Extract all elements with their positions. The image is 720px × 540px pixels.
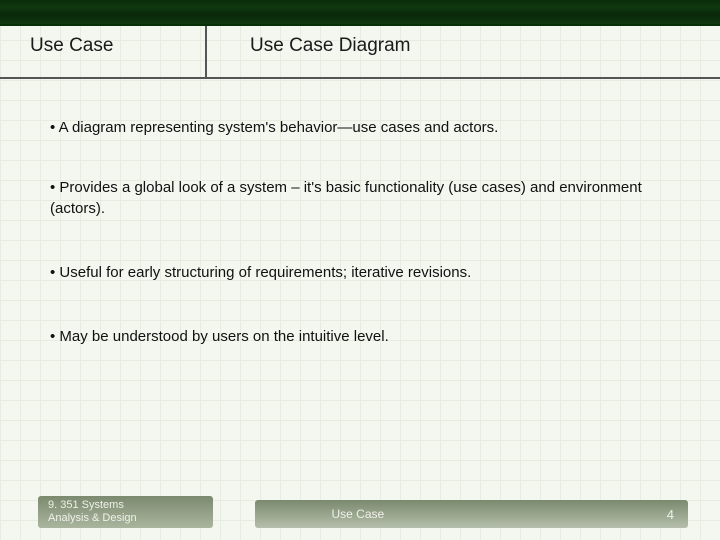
bullet-text: A diagram representing system's behavior… (59, 119, 499, 136)
bullet-item: • A diagram representing system's behavi… (50, 118, 680, 138)
content-area: • A diagram representing system's behavi… (50, 100, 680, 389)
top-decorative-strip (0, 0, 720, 26)
footer-course-line2: Analysis & Design (48, 512, 203, 525)
bullet-item: • Provides a global look of a system – i… (50, 178, 680, 219)
footer-course-line1: 9. 351 Systems (48, 499, 203, 512)
header-section-label: Use Case (30, 35, 113, 57)
bullet-item: • May be understood by users on the intu… (50, 327, 680, 347)
footer-center-label: Use Case (332, 507, 385, 521)
page-number: 4 (667, 507, 674, 522)
bullet-item: • Useful for early structuring of requir… (50, 263, 680, 283)
page-title: Use Case Diagram (250, 35, 411, 57)
footer-course-box: 9. 351 Systems Analysis & Design (38, 496, 213, 528)
bullet-text: May be understood by users on the intuit… (59, 328, 388, 345)
footer: 9. 351 Systems Analysis & Design Use Cas… (0, 494, 720, 540)
bullet-text: Provides a global look of a system – it'… (50, 179, 642, 216)
header-vertical-divider (205, 26, 207, 77)
header-horizontal-divider (0, 77, 720, 79)
bullet-text: Useful for early structuring of requirem… (59, 264, 471, 281)
slide: Use Case Use Case Diagram • A diagram re… (0, 0, 720, 540)
footer-center-box: Use Case 4 (255, 500, 688, 528)
